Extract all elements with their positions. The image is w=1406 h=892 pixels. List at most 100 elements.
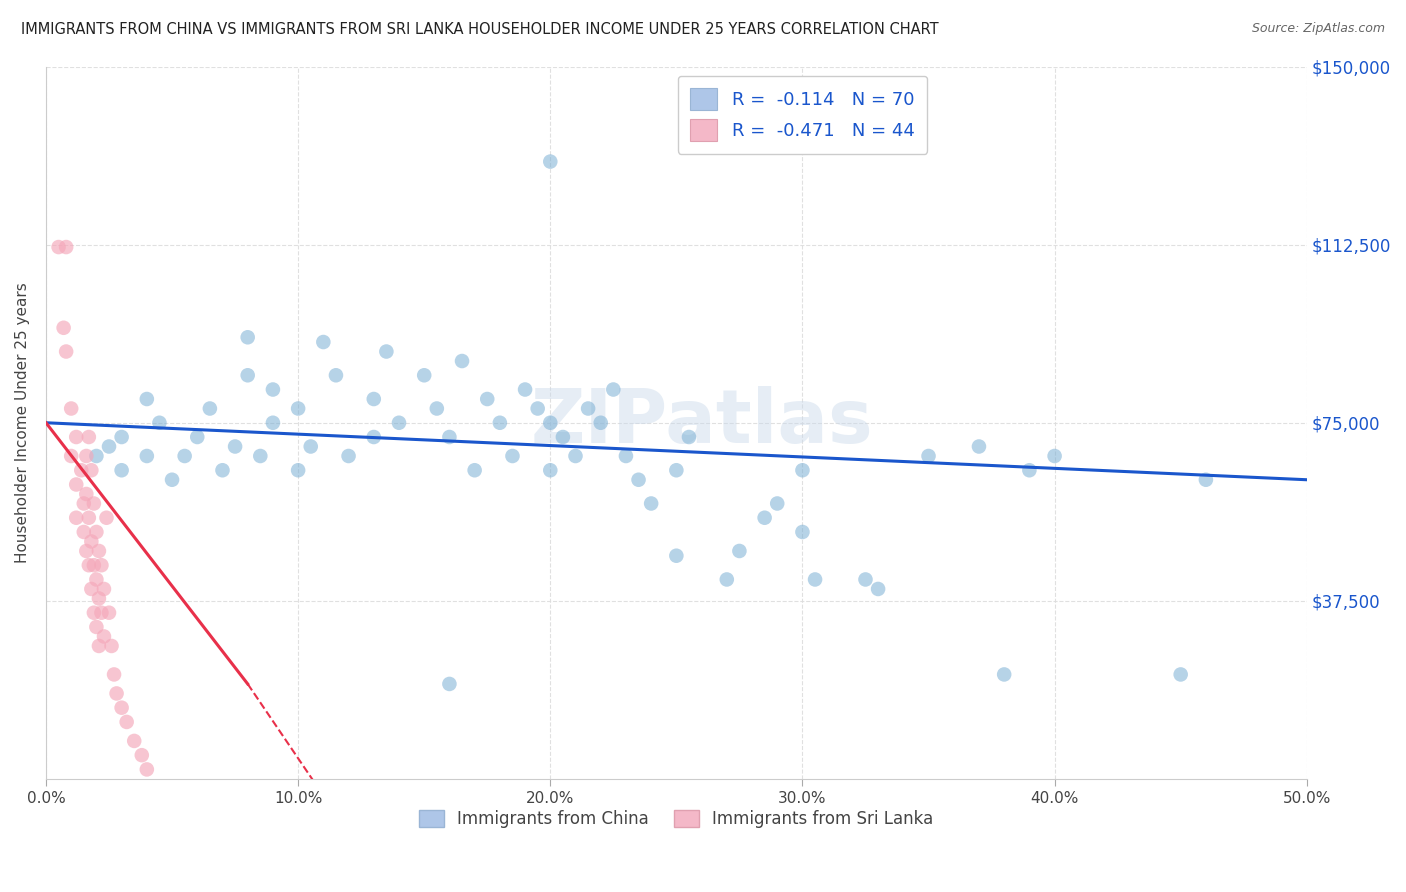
Point xyxy=(122,734,145,748)
Point xyxy=(236,368,259,383)
Point xyxy=(792,524,814,539)
Point xyxy=(312,334,335,349)
Point xyxy=(60,449,83,463)
Point xyxy=(602,383,624,397)
Point xyxy=(489,416,512,430)
Point xyxy=(1043,449,1066,463)
Point xyxy=(538,416,561,430)
Point xyxy=(917,449,939,463)
Point xyxy=(70,463,93,477)
Point xyxy=(337,449,360,463)
Point xyxy=(160,473,183,487)
Point xyxy=(413,368,436,383)
Point xyxy=(77,558,100,573)
Point xyxy=(804,573,827,587)
Point xyxy=(249,449,271,463)
Point xyxy=(665,549,688,563)
Point xyxy=(1018,463,1040,477)
Point xyxy=(678,430,700,444)
Point xyxy=(1195,473,1218,487)
Point xyxy=(325,368,347,383)
Text: IMMIGRANTS FROM CHINA VS IMMIGRANTS FROM SRI LANKA HOUSEHOLDER INCOME UNDER 25 Y: IMMIGRANTS FROM CHINA VS IMMIGRANTS FROM… xyxy=(21,22,939,37)
Point xyxy=(100,639,122,653)
Point xyxy=(287,463,309,477)
Point xyxy=(93,582,115,596)
Point xyxy=(728,544,751,558)
Point xyxy=(211,463,233,477)
Point xyxy=(451,354,474,368)
Point xyxy=(98,606,121,620)
Point xyxy=(363,430,385,444)
Point xyxy=(614,449,637,463)
Point xyxy=(83,496,105,510)
Point xyxy=(87,591,110,606)
Point xyxy=(665,463,688,477)
Point xyxy=(135,449,157,463)
Point xyxy=(55,344,77,359)
Point xyxy=(65,477,87,491)
Point xyxy=(80,534,103,549)
Text: ZIPatlas: ZIPatlas xyxy=(530,386,873,459)
Point xyxy=(754,510,776,524)
Point xyxy=(375,344,398,359)
Point xyxy=(439,430,461,444)
Point xyxy=(52,320,75,334)
Point xyxy=(640,496,662,510)
Point xyxy=(766,496,789,510)
Point xyxy=(55,240,77,254)
Point xyxy=(135,763,157,777)
Point xyxy=(627,473,650,487)
Point xyxy=(198,401,221,416)
Point xyxy=(513,383,536,397)
Point xyxy=(131,748,153,763)
Point xyxy=(83,558,105,573)
Point xyxy=(111,430,134,444)
Point xyxy=(65,430,87,444)
Point xyxy=(73,496,96,510)
Point xyxy=(86,449,108,463)
Point xyxy=(60,401,83,416)
Point xyxy=(148,416,170,430)
Point xyxy=(564,449,586,463)
Point xyxy=(93,630,115,644)
Point xyxy=(855,573,877,587)
Point xyxy=(48,240,70,254)
Point xyxy=(538,154,561,169)
Point xyxy=(1170,667,1192,681)
Point xyxy=(993,667,1015,681)
Point xyxy=(75,449,97,463)
Y-axis label: Householder Income Under 25 years: Householder Income Under 25 years xyxy=(15,283,30,563)
Point xyxy=(388,416,411,430)
Point xyxy=(967,440,990,454)
Point xyxy=(576,401,599,416)
Point xyxy=(83,606,105,620)
Point xyxy=(87,544,110,558)
Point xyxy=(868,582,890,596)
Point xyxy=(262,383,284,397)
Point xyxy=(589,416,612,430)
Point xyxy=(90,606,112,620)
Point xyxy=(77,430,100,444)
Point xyxy=(77,510,100,524)
Point xyxy=(87,639,110,653)
Point xyxy=(477,392,499,406)
Point xyxy=(224,440,246,454)
Point xyxy=(287,401,309,416)
Point xyxy=(716,573,738,587)
Point xyxy=(262,416,284,430)
Point xyxy=(75,487,97,501)
Point xyxy=(98,440,121,454)
Point xyxy=(186,430,208,444)
Point xyxy=(65,510,87,524)
Point xyxy=(96,510,118,524)
Point xyxy=(73,524,96,539)
Point xyxy=(135,392,157,406)
Point xyxy=(551,430,574,444)
Point xyxy=(236,330,259,344)
Point xyxy=(526,401,548,416)
Text: Source: ZipAtlas.com: Source: ZipAtlas.com xyxy=(1251,22,1385,36)
Point xyxy=(86,620,108,634)
Point xyxy=(75,544,97,558)
Point xyxy=(299,440,322,454)
Point xyxy=(105,686,128,700)
